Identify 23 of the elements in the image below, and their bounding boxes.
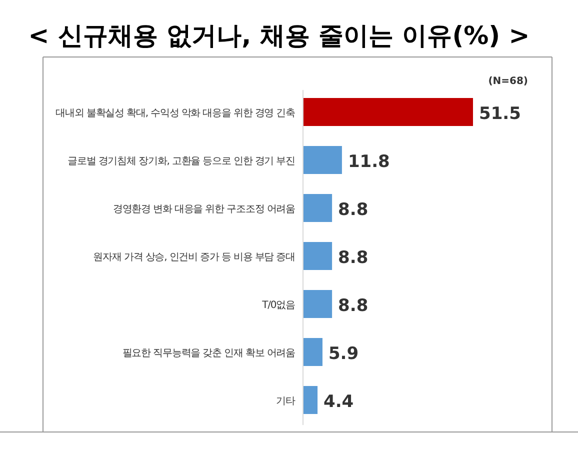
bar [303, 242, 332, 270]
y-tick-label: 경영환경 변화 대응을 위한 구조조정 어려움 [112, 204, 296, 215]
y-tick-label: T/0없음 [261, 300, 296, 311]
chart-title: < 신규채용 없거나, 채용 줄이는 이유(%) > [28, 21, 530, 50]
bar [303, 386, 318, 414]
data-label: 11.8 [348, 152, 390, 172]
data-label: 8.8 [338, 296, 368, 316]
data-label: 8.8 [338, 248, 368, 268]
bar [303, 194, 332, 222]
data-label: 5.9 [328, 344, 359, 364]
text: (N=68) [488, 76, 528, 87]
y-tick-label: 대내외 불확실성 확대, 수익성 악화 대응을 위한 경영 긴축 [56, 108, 296, 119]
y-tick-label: 필요한 직무능력을 갖춘 인재 확보 어려움 [122, 348, 296, 359]
y-tick-label: 기타 [276, 396, 296, 407]
data-label: 4.4 [324, 392, 354, 412]
data-label: 51.5 [479, 104, 521, 124]
bar [303, 146, 342, 174]
y-tick-label: 글로벌 경기침체 장기화, 고환율 등으로 인한 경기 부진 [68, 156, 295, 167]
bar [303, 338, 322, 366]
bar [303, 290, 332, 318]
y-tick-label: 원자재 가격 상승, 인건비 증가 등 비용 부담 증대 [93, 252, 295, 263]
data-label: 8.8 [338, 200, 368, 220]
bar [303, 98, 473, 126]
